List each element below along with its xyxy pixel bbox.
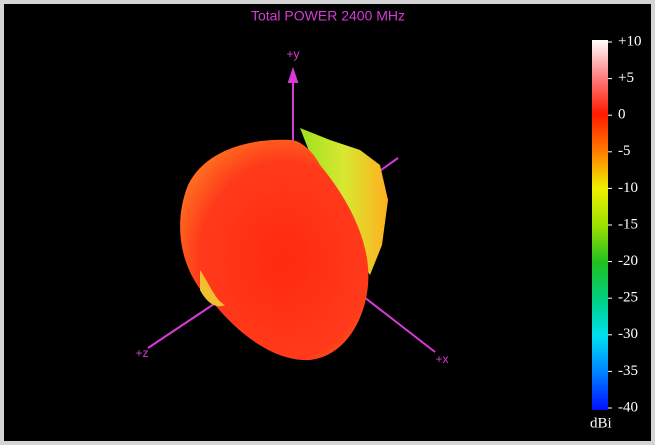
colorbar-tick-label: -35	[618, 363, 638, 379]
pattern-highlight	[200, 270, 225, 307]
colorbar-tick-label: -25	[618, 290, 638, 306]
colorbar-tick-label: -30	[618, 326, 638, 342]
colorbar-tick-label: +5	[618, 70, 634, 86]
colorbar-tick-label: +10	[618, 33, 641, 49]
colorbar-tick-label: -15	[618, 216, 638, 232]
axis-label: +y	[286, 47, 299, 61]
colorbar-tick-label: -5	[618, 143, 631, 159]
pattern-body	[180, 139, 369, 361]
colorbar-unit: dBi	[590, 415, 612, 431]
colorbar-tick-label: -40	[618, 399, 638, 415]
colorbar	[592, 40, 608, 410]
colorbar-tick-label: 0	[618, 107, 626, 123]
axis-label: +x	[435, 352, 448, 366]
colorbar-tick-label: -10	[618, 180, 638, 196]
title: Total POWER 2400 MHz	[251, 8, 405, 24]
colorbar-tick-label: -20	[618, 253, 638, 269]
axis-label: +z	[135, 346, 148, 360]
